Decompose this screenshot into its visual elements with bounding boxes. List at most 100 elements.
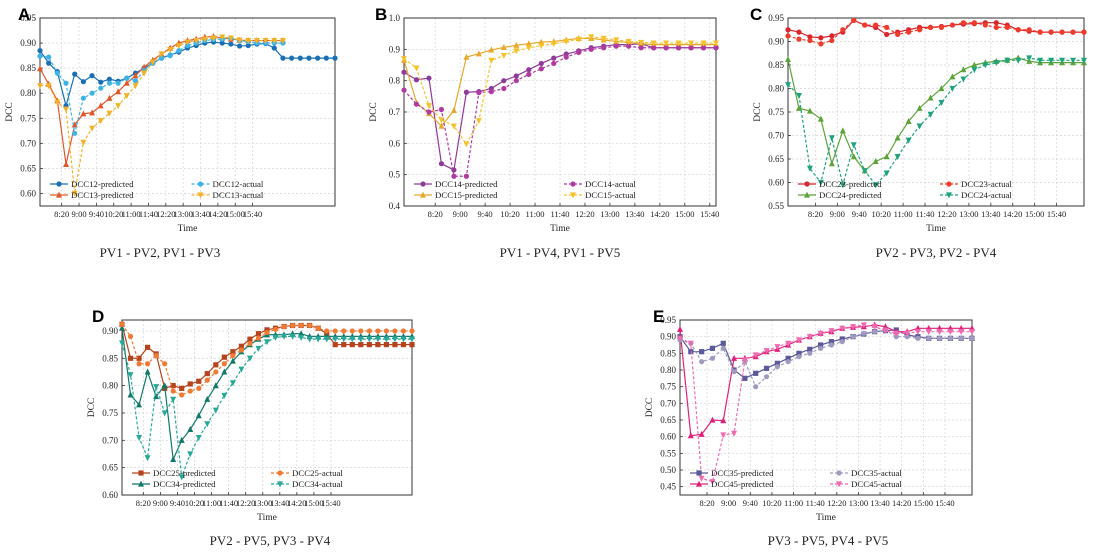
- y-tick-label: 0.95: [768, 13, 784, 23]
- data-point: [500, 53, 507, 59]
- data-point: [601, 45, 607, 51]
- data-point: [1015, 27, 1021, 33]
- data-point: [828, 342, 835, 348]
- data-point: [850, 142, 857, 149]
- series-dcc12-actual: [37, 35, 286, 136]
- x-tick-label: 15:00: [226, 209, 245, 219]
- data-point: [426, 109, 432, 115]
- data-point: [526, 67, 532, 73]
- data-point: [806, 165, 813, 172]
- data-point: [149, 59, 156, 66]
- data-point: [763, 348, 770, 355]
- data-point: [197, 181, 204, 187]
- data-point: [872, 182, 879, 189]
- data-point: [806, 107, 813, 114]
- data-point: [72, 71, 78, 77]
- series-line: [121, 328, 412, 462]
- data-point: [828, 328, 835, 335]
- data-point: [141, 63, 148, 70]
- data-point: [613, 43, 619, 49]
- data-point: [323, 55, 329, 61]
- x-tick-label: 11:00: [526, 209, 545, 219]
- legend-label: DCC12-predicted: [71, 179, 134, 189]
- data-point: [80, 95, 86, 101]
- data-point: [195, 434, 202, 441]
- data-point: [349, 342, 355, 348]
- y-tick-label: 0.65: [660, 415, 676, 425]
- data-point: [229, 380, 236, 387]
- series-line: [403, 36, 716, 146]
- data-point: [570, 192, 576, 199]
- data-point: [332, 55, 338, 61]
- y-tick-label: 0.90: [768, 37, 784, 47]
- data-point: [195, 412, 202, 419]
- legend-label: DCC34-predicted: [153, 479, 216, 489]
- data-point: [817, 179, 824, 186]
- panel-caption: PV1 - PV4, PV1 - PV5: [500, 245, 621, 260]
- plot-frame: [121, 319, 413, 496]
- data-point: [161, 382, 168, 389]
- data-point: [196, 378, 202, 384]
- data-point: [893, 330, 900, 337]
- data-point: [753, 384, 759, 390]
- data-point: [153, 393, 160, 400]
- series-dcc34-actual: [119, 333, 415, 481]
- x-tick-label: 11:00: [122, 209, 141, 219]
- data-point: [144, 344, 151, 350]
- series-line: [787, 57, 1084, 186]
- data-point: [255, 331, 262, 337]
- data-point: [513, 73, 519, 79]
- x-tick-label: 11:40: [916, 209, 935, 219]
- data-point: [807, 350, 813, 356]
- data-point: [438, 106, 445, 113]
- data-point: [938, 100, 945, 106]
- data-point: [264, 329, 270, 336]
- data-point: [817, 342, 824, 348]
- data-point: [638, 39, 645, 46]
- y-axis-title: DCC: [369, 102, 379, 122]
- panel-caption: PV3 - PV5, PV4 - PV5: [768, 533, 889, 548]
- data-point: [839, 339, 845, 345]
- data-point: [136, 361, 142, 367]
- data-point: [916, 104, 923, 111]
- legend-label: DCC14-actual: [585, 179, 636, 189]
- data-point: [132, 78, 139, 84]
- data-point: [80, 110, 87, 117]
- data-point: [158, 55, 165, 61]
- data-point: [161, 410, 168, 417]
- x-tick-label: 9:40: [852, 209, 867, 219]
- data-point: [272, 334, 279, 341]
- data-point: [141, 70, 148, 77]
- x-tick-label: 15:00: [1025, 209, 1044, 219]
- data-point: [1004, 57, 1011, 64]
- data-point: [272, 326, 279, 332]
- data-point: [170, 388, 176, 394]
- data-point: [132, 72, 139, 79]
- data-point: [675, 40, 682, 47]
- data-point: [828, 339, 835, 345]
- data-point: [98, 79, 104, 85]
- x-tick-label: 13:00: [959, 209, 978, 219]
- data-point: [698, 475, 705, 482]
- data-point: [204, 421, 211, 428]
- data-point: [238, 347, 245, 353]
- data-point: [949, 22, 956, 28]
- data-point: [72, 130, 78, 136]
- data-point: [960, 20, 967, 26]
- data-point: [56, 181, 62, 187]
- data-point: [196, 385, 202, 391]
- legend-label: DCC23-actual: [961, 179, 1012, 189]
- data-point: [413, 65, 420, 72]
- data-point: [949, 73, 956, 80]
- data-point: [123, 93, 130, 100]
- data-point: [850, 334, 856, 340]
- data-point: [315, 336, 322, 343]
- data-point: [221, 354, 227, 360]
- data-point: [54, 99, 61, 106]
- x-tick-label: 15:40: [1047, 209, 1066, 219]
- plot-frame: [679, 319, 973, 496]
- x-tick-label: 11:40: [139, 209, 158, 219]
- data-point: [709, 355, 716, 361]
- data-point: [476, 89, 482, 96]
